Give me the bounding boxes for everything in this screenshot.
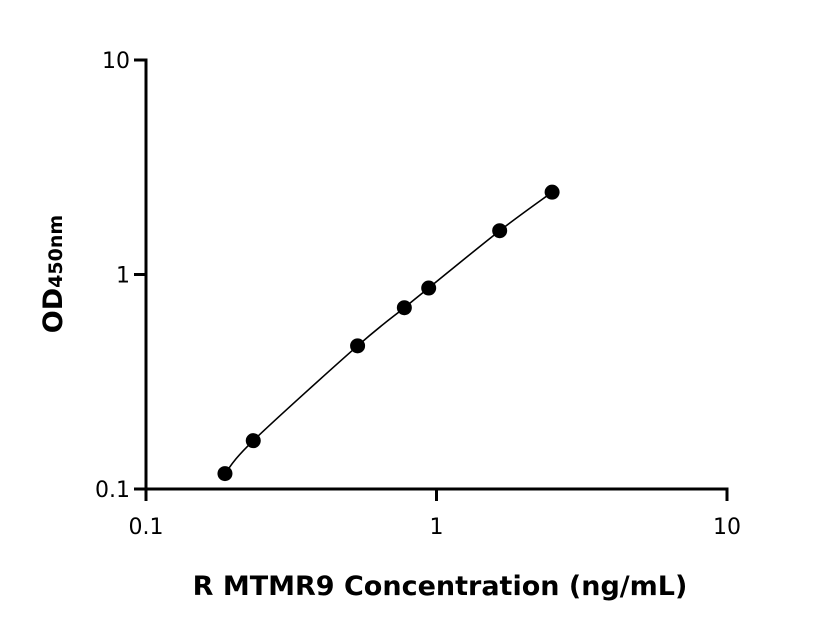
x-axis-title: R MTMR9 Concentration (ng/mL) xyxy=(193,571,688,602)
data-point xyxy=(544,184,560,200)
y-axis: 0.1 1 10 xyxy=(95,49,148,503)
x-tick-label: 10 xyxy=(713,515,741,540)
y-ticks xyxy=(134,58,146,491)
x-axis: 0.1 1 10 xyxy=(129,487,742,540)
y-tick-labels: 0.1 1 10 xyxy=(95,49,130,503)
data-point xyxy=(245,433,261,449)
data-point xyxy=(421,280,437,296)
x-tick-label: 0.1 xyxy=(129,515,164,540)
y-tick-label: 1 xyxy=(116,264,130,289)
data-point xyxy=(350,338,366,354)
y-axis-title-subscript: 450nm xyxy=(45,215,67,288)
data-point xyxy=(492,223,508,239)
x-ticks xyxy=(144,489,729,501)
x-tick-label: 1 xyxy=(430,515,444,540)
data-point xyxy=(396,300,412,316)
y-tick-label: 10 xyxy=(102,49,130,74)
y-tick-label: 0.1 xyxy=(95,478,130,503)
data-points xyxy=(217,184,560,482)
y-axis-title-main: OD xyxy=(38,288,69,333)
data-point xyxy=(217,466,233,482)
x-tick-labels: 0.1 1 10 xyxy=(129,515,742,540)
y-axis-title: OD450nm xyxy=(38,215,69,333)
